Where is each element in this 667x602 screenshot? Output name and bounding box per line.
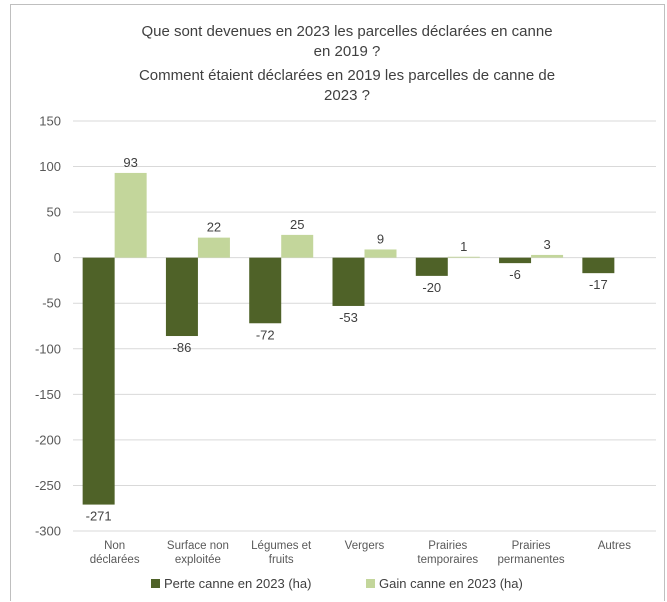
chart-frame: Que sont devenues en 2023 les parcelles … xyxy=(10,4,665,601)
data-label: -17 xyxy=(589,277,608,292)
y-tick-label: -250 xyxy=(35,478,61,493)
bar-gain xyxy=(281,234,314,258)
chart-title-line: Que sont devenues en 2023 les parcelles … xyxy=(141,23,552,40)
category-label: Légumes et xyxy=(251,540,312,552)
data-label: -72 xyxy=(256,327,275,342)
legend-swatch xyxy=(151,579,160,588)
category-label: Non xyxy=(104,540,125,552)
category-label: Prairies xyxy=(428,540,467,552)
data-label: 93 xyxy=(123,155,137,170)
bar-perte xyxy=(332,257,365,306)
category-label: Prairies xyxy=(512,540,551,552)
data-label: 25 xyxy=(290,217,304,232)
chart-title-line: en 2019 ? xyxy=(314,43,381,60)
y-tick-label: -50 xyxy=(42,296,61,311)
legend-swatch xyxy=(366,579,375,588)
data-label: -86 xyxy=(173,340,192,355)
chart-title-line: 2023 ? xyxy=(324,87,370,104)
category-label: Autres xyxy=(598,540,631,552)
bar-perte xyxy=(415,257,448,276)
bar-gain xyxy=(447,256,480,258)
category-label: permanentes xyxy=(498,554,565,566)
y-tick-label: 0 xyxy=(54,250,61,265)
bar-perte xyxy=(499,257,532,264)
data-label: -53 xyxy=(339,310,358,325)
chart-title-line: Comment étaient déclarées en 2019 les pa… xyxy=(139,67,555,84)
y-tick-label: -300 xyxy=(35,524,61,539)
data-label: 1 xyxy=(460,239,467,254)
data-label: -6 xyxy=(509,267,521,282)
legend-label: Perte canne en 2023 (ha) xyxy=(164,576,311,591)
y-tick-label: 100 xyxy=(39,159,61,174)
bar-gain xyxy=(114,172,147,258)
bar-perte xyxy=(82,257,115,505)
data-label: 3 xyxy=(543,237,550,252)
bar-chart: Que sont devenues en 2023 les parcelles … xyxy=(35,23,656,591)
bar-perte xyxy=(165,257,198,337)
bar-gain xyxy=(197,237,230,258)
data-label: -271 xyxy=(86,509,112,524)
y-tick-label: -150 xyxy=(35,387,61,402)
category-label: Vergers xyxy=(345,540,385,552)
data-label: -20 xyxy=(422,280,441,295)
bar-gain xyxy=(531,254,564,258)
y-tick-label: 150 xyxy=(39,114,61,129)
bar-gain xyxy=(364,249,397,258)
y-tick-label: -200 xyxy=(35,432,61,447)
category-label: exploitée xyxy=(175,554,221,566)
category-label: Surface non xyxy=(167,540,229,552)
data-label: 22 xyxy=(207,220,221,235)
y-tick-label: 50 xyxy=(47,205,61,220)
category-label: déclarées xyxy=(90,554,140,566)
y-tick-label: -100 xyxy=(35,341,61,356)
data-label: 9 xyxy=(377,231,384,246)
bar-perte xyxy=(249,257,282,324)
legend-label: Gain canne en 2023 (ha) xyxy=(379,576,523,591)
bar-perte xyxy=(582,257,615,274)
category-label: temporaires xyxy=(417,554,478,566)
category-label: fruits xyxy=(269,554,294,566)
